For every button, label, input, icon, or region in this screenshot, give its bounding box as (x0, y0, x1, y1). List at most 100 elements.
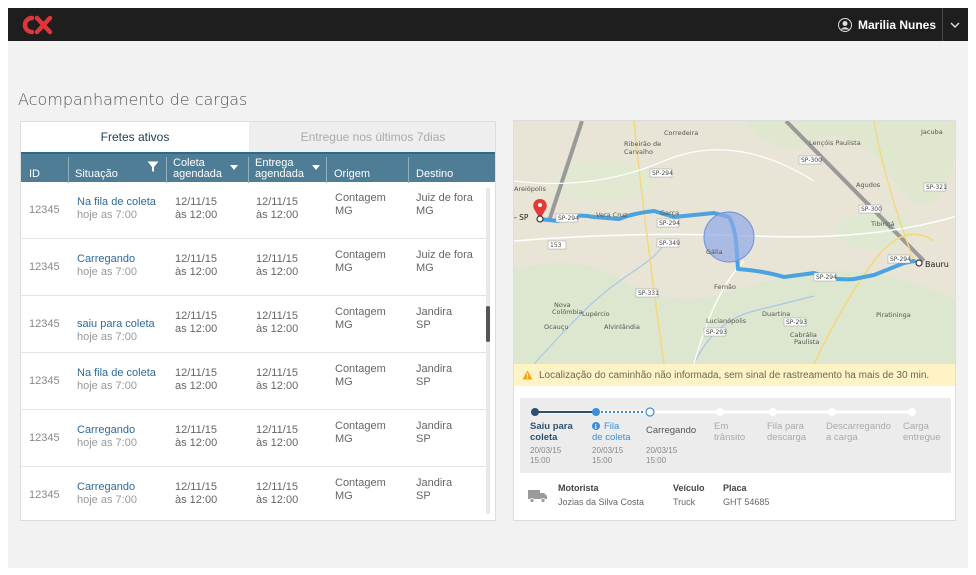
svg-text:Duartina: Duartina (762, 310, 790, 318)
vehicle-label: Veículo (673, 483, 705, 493)
status-link[interactable]: saiu para coleta (77, 318, 155, 330)
step-label: a carga (826, 432, 858, 443)
divider (408, 157, 409, 183)
col-header-entrega[interactable]: Entrega agendada (248, 154, 327, 183)
table-row[interactable]: 12345 Carregando hoje as 7:00 12/11/15 às 12… (21, 467, 487, 520)
svg-text:SP-294: SP-294 (816, 274, 837, 281)
col-label: Coleta agendada (173, 157, 222, 180)
table-row[interactable]: 12345 Carregando hoje as 7:00 12/11/15 às 12… (21, 410, 487, 467)
svg-text:SP-293: SP-293 (786, 319, 807, 326)
route-map[interactable]: SP-300 SP-294 SP-321 SP-300 SP-294 SP-29… (514, 121, 955, 364)
svg-text:SP-294: SP-294 (652, 170, 673, 177)
divider (166, 157, 167, 183)
user-avatar-icon (838, 18, 852, 32)
sort-caret-icon (229, 165, 238, 170)
driver-label: Motorista (558, 483, 599, 493)
svg-text:SP-293: SP-293 (706, 329, 727, 336)
col-header-coleta[interactable]: Coleta agendada (166, 154, 249, 183)
row-destino: Juiz de fora MG (416, 192, 473, 217)
chevron-down-icon[interactable] (948, 18, 962, 32)
col-header-destino[interactable]: Destino (408, 154, 495, 183)
tab-delivered[interactable]: Entregue nos últimos 7dias (249, 122, 495, 152)
filter-icon[interactable] (147, 161, 159, 173)
row-destino: Jandira SP (416, 477, 453, 502)
status-link[interactable]: Carregando (77, 424, 136, 436)
cx-logo[interactable] (18, 12, 58, 38)
row-origem: Contagem MG (335, 363, 386, 388)
table-row[interactable]: 12345 Na fila de coleta hoje as 7:00 12/11/… (21, 182, 487, 239)
map-origin-label: - SP (514, 213, 529, 222)
row-status: Na fila de coleta hoje as 7:00 (77, 367, 156, 393)
table-row[interactable]: 12345 Carregando hoje as 7:00 12/11/15 às 12… (21, 239, 487, 296)
svg-text:SP-294: SP-294 (890, 256, 911, 263)
row-id: 12345 (29, 318, 60, 330)
svg-text:Corredeira: Corredeira (664, 129, 698, 137)
step-dot (908, 408, 916, 416)
table-row[interactable]: 12345 Na fila de coleta hoje as 7:00 12/11/… (21, 353, 487, 410)
step-dot (592, 408, 600, 416)
row-entrega: 12/11/15 às 12:00 (256, 481, 299, 506)
step-dot (531, 408, 539, 416)
svg-text:Agudos: Agudos (856, 181, 881, 189)
status-link[interactable]: Na fila de coleta (77, 367, 156, 379)
row-destino: Jandira SP (416, 363, 453, 388)
divider (326, 157, 327, 183)
col-header-status[interactable]: Situação (68, 154, 167, 183)
svg-text:Colômbia: Colômbia (552, 308, 583, 316)
plate-label: Placa (723, 483, 747, 493)
row-origem: Contagem MG (335, 420, 386, 445)
step-label: trânsito (714, 432, 745, 443)
step-time: 15:00 (646, 456, 667, 465)
step-date: 20/03/15 (592, 446, 624, 455)
col-label: Situação (75, 168, 118, 180)
row-coleta: 12/11/15 às 12:00 (175, 424, 218, 449)
step-dot (645, 407, 655, 417)
row-status: Carregando hoje as 7:00 (77, 481, 137, 507)
app-frame: Marilia Nunes Acompanhamento de cargas F… (8, 8, 968, 568)
row-coleta: 12/11/15 às 12:00 (175, 196, 218, 221)
row-id: 12345 (29, 489, 60, 501)
warning-icon (522, 370, 533, 380)
scrollbar-thumb[interactable] (486, 306, 490, 342)
row-coleta: 12/11/15 às 12:00 (175, 253, 218, 278)
row-entrega: 12/11/15 às 12:00 (256, 310, 299, 335)
freight-table-body: 12345 Na fila de coleta hoje as 7:00 12/11/… (21, 182, 487, 520)
step-label: entregue (903, 432, 941, 443)
svg-text:SP-300: SP-300 (801, 157, 822, 164)
col-header-origem[interactable]: Origem (326, 154, 409, 183)
step-label: Saiu para (530, 421, 573, 432)
row-entrega: 12/11/15 às 12:00 (256, 253, 299, 278)
svg-text:Lençóis Paulista: Lençóis Paulista (809, 139, 861, 147)
svg-text:Nova: Nova (554, 301, 571, 309)
step-label: descarga (767, 432, 807, 443)
svg-text:Vera Cruz: Vera Cruz (596, 211, 628, 219)
status-link[interactable]: Carregando (77, 253, 136, 265)
svg-text:Lucianópolis: Lucianópolis (706, 317, 747, 325)
col-label: Destino (416, 168, 454, 180)
user-menu[interactable]: Marilia Nunes (838, 17, 936, 33)
status-link[interactable]: Carregando (77, 481, 136, 493)
scrollbar-track[interactable] (486, 188, 490, 514)
row-status: Carregando hoje as 7:00 (77, 253, 137, 279)
status-link[interactable]: Na fila de coleta (77, 196, 156, 208)
status-time: hoje as 7:00 (77, 209, 137, 221)
row-status: Carregando hoje as 7:00 (77, 424, 137, 450)
step-date: 20/03/15 (530, 446, 562, 455)
top-bar: Marilia Nunes (8, 8, 968, 41)
step-date: 20/03/15 (646, 446, 678, 455)
col-label: Origem (334, 168, 371, 180)
svg-text:Tibiriçá: Tibiriçá (870, 220, 895, 228)
vehicle-value: Truck (673, 497, 696, 507)
step-label: Em (714, 421, 728, 432)
tab-label: Fretes ativos (100, 130, 170, 144)
table-row[interactable]: 12345 saiu para coleta hoje as 7:00 12/11/1… (21, 296, 487, 353)
plate-value: GHT 54685 (723, 497, 770, 507)
tabs: Fretes ativos Entregue nos últimos 7dias (21, 122, 495, 152)
user-name: Marilia Nunes (858, 18, 937, 32)
col-header-id[interactable]: ID (29, 154, 69, 182)
tracking-alert: Localização do caminhão não informada, s… (514, 364, 955, 386)
tab-active-freights[interactable]: Fretes ativos (21, 122, 249, 152)
row-destino: Juiz de fora MG (416, 249, 473, 274)
svg-text:Fernão: Fernão (714, 283, 736, 291)
